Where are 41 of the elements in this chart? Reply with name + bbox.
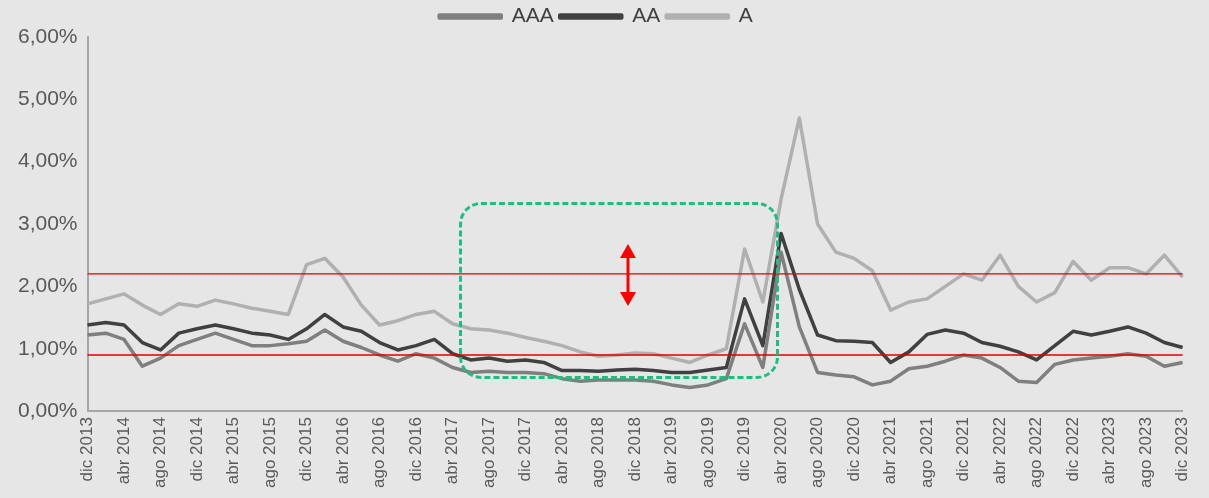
x-tick-label: ago 2020 bbox=[807, 417, 827, 488]
x-tick-label: abr 2018 bbox=[551, 417, 571, 485]
y-tick-label: 1,00% bbox=[18, 335, 78, 359]
x-tick-label: ago 2023 bbox=[1135, 417, 1155, 488]
x-tick-label: dic 2020 bbox=[843, 417, 863, 482]
x-tick-label: ago 2016 bbox=[369, 417, 389, 488]
x-tick-label: dic 2013 bbox=[77, 417, 97, 482]
y-tick-label: 0,00% bbox=[18, 397, 78, 421]
x-tick-label: abr 2019 bbox=[661, 417, 681, 485]
y-tick-label: 6,00% bbox=[18, 23, 78, 47]
x-tick-label: dic 2021 bbox=[953, 417, 973, 482]
legend-label: AAA bbox=[511, 3, 554, 27]
y-tick-label: 5,00% bbox=[18, 86, 78, 110]
x-tick-label: ago 2015 bbox=[259, 417, 279, 488]
x-tick-label: dic 2019 bbox=[734, 417, 754, 482]
x-tick-label: dic 2022 bbox=[1062, 417, 1082, 482]
y-tick-label: 3,00% bbox=[18, 210, 78, 234]
y-tick-label: 2,00% bbox=[18, 273, 78, 297]
x-tick-label: dic 2023 bbox=[1172, 417, 1192, 482]
x-tick-label: dic 2018 bbox=[624, 417, 644, 482]
x-tick-label: ago 2018 bbox=[588, 417, 608, 488]
x-tick-label: abr 2017 bbox=[442, 417, 462, 485]
x-tick-label: abr 2015 bbox=[223, 417, 243, 485]
y-tick-label: 4,00% bbox=[18, 148, 78, 172]
x-tick-label: dic 2017 bbox=[515, 417, 535, 482]
x-tick-label: abr 2020 bbox=[770, 417, 790, 485]
x-tick-label: abr 2016 bbox=[332, 417, 352, 485]
x-tick-label: dic 2014 bbox=[186, 417, 206, 482]
x-tick-label: ago 2017 bbox=[478, 417, 498, 488]
legend-label: AA bbox=[632, 3, 661, 27]
x-tick-label: ago 2022 bbox=[1026, 417, 1046, 488]
x-tick-label: abr 2023 bbox=[1099, 417, 1119, 485]
x-tick-label: dic 2015 bbox=[296, 417, 316, 482]
x-tick-label: ago 2021 bbox=[916, 417, 936, 488]
x-tick-label: abr 2022 bbox=[989, 417, 1009, 485]
x-tick-label: ago 2014 bbox=[150, 417, 170, 488]
x-tick-label: abr 2014 bbox=[113, 417, 133, 485]
x-tick-label: abr 2021 bbox=[880, 417, 900, 485]
x-tick-label: ago 2019 bbox=[697, 417, 717, 488]
legend-label: A bbox=[738, 3, 753, 27]
x-tick-label: dic 2016 bbox=[405, 417, 425, 482]
